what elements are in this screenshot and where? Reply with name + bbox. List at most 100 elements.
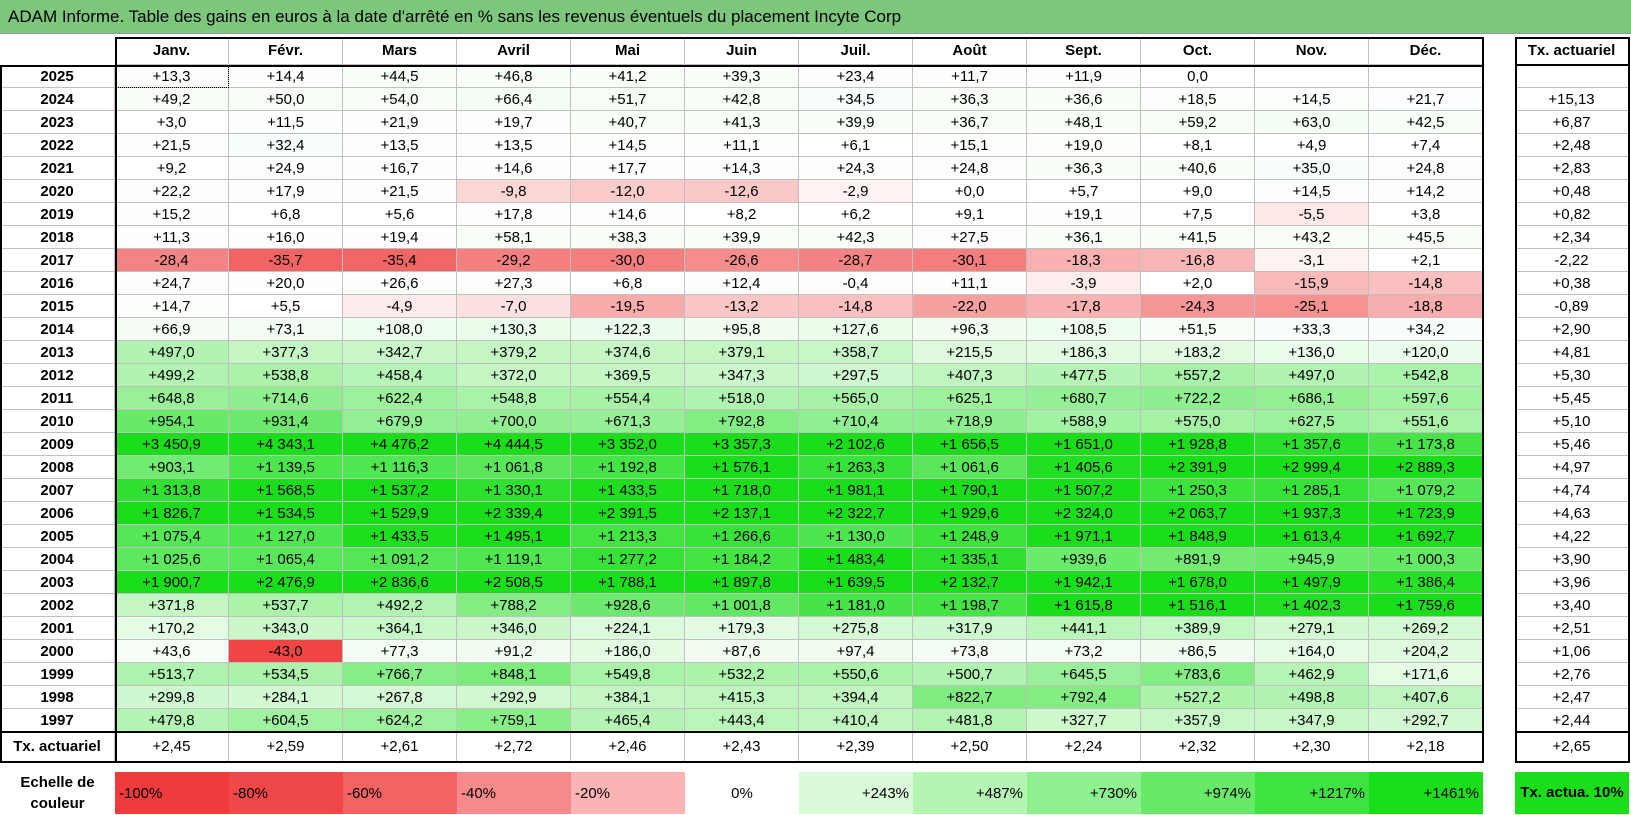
gain-cell-2013-1: +497,0 [115, 341, 229, 364]
gain-cell-2001-9: +441,1 [1027, 617, 1141, 640]
gain-cell-2020-3: +21,5 [343, 180, 457, 203]
footer-rate-4: +2,72 [457, 732, 571, 762]
gain-cell-2008-8: +1 061,6 [913, 456, 1027, 479]
gain-cell-2001-5: +224,1 [571, 617, 685, 640]
gain-cell-2021-11: +35,0 [1255, 157, 1369, 180]
gain-cell-2016-4: +27,3 [457, 272, 571, 295]
gain-cell-2011-5: +554,4 [571, 387, 685, 410]
gain-cell-2001-1: +170,2 [115, 617, 229, 640]
gain-cell-2022-11: +4,9 [1255, 134, 1369, 157]
footer-rate-5: +2,46 [571, 732, 685, 762]
rate-cell-2014: +2,90 [1515, 318, 1629, 341]
gain-cell-2008-6: +1 576,1 [685, 456, 799, 479]
gain-cell-2005-4: +1 495,1 [457, 525, 571, 548]
gain-cell-2004-11: +945,9 [1255, 548, 1369, 571]
gain-cell-2019-2: +6,8 [229, 203, 343, 226]
gain-cell-2010-1: +954,1 [115, 410, 229, 433]
gain-cell-2019-5: +14,6 [571, 203, 685, 226]
gain-cell-2000-7: +97,4 [799, 640, 913, 663]
gain-cell-2014-7: +127,6 [799, 318, 913, 341]
year-label-2022: 2022 [0, 134, 115, 157]
gain-cell-2020-7: -2,9 [799, 180, 913, 203]
gain-cell-2023-6: +41,3 [685, 111, 799, 134]
legend-swatch-10: +974% [1141, 772, 1255, 814]
gain-cell-1998-7: +394,4 [799, 686, 913, 709]
gain-cell-2006-3: +1 529,9 [343, 502, 457, 525]
gain-cell-2015-8: -22,0 [913, 295, 1027, 318]
gain-cell-2021-12: +24,8 [1369, 157, 1483, 180]
gain-cell-2023-8: +36,7 [913, 111, 1027, 134]
gain-cell-2025-9: +11,9 [1027, 65, 1141, 88]
month-header-2: Févr. [229, 37, 343, 65]
gain-cell-2021-6: +14,3 [685, 157, 799, 180]
gain-cell-2011-9: +680,7 [1027, 387, 1141, 410]
gain-cell-2006-2: +1 534,5 [229, 502, 343, 525]
gain-cell-2007-1: +1 313,8 [115, 479, 229, 502]
gain-cell-2003-2: +2 476,9 [229, 571, 343, 594]
gain-cell-2024-6: +42,8 [685, 88, 799, 111]
gain-cell-2023-3: +21,9 [343, 111, 457, 134]
gain-cell-2015-9: -17,8 [1027, 295, 1141, 318]
gain-cell-2022-5: +14,5 [571, 134, 685, 157]
gain-cell-2003-10: +1 678,0 [1141, 571, 1255, 594]
year-label-2018: 2018 [0, 226, 115, 249]
year-label-2011: 2011 [0, 387, 115, 410]
year-label-2000: 2000 [0, 640, 115, 663]
gain-cell-2023-11: +63,0 [1255, 111, 1369, 134]
gain-cell-2002-6: +1 001,8 [685, 594, 799, 617]
gain-cell-2024-7: +34,5 [799, 88, 913, 111]
gain-cell-1997-5: +465,4 [571, 709, 685, 732]
gain-cell-2001-6: +179,3 [685, 617, 799, 640]
gain-cell-2009-1: +3 450,9 [115, 433, 229, 456]
gain-cell-1999-6: +532,2 [685, 663, 799, 686]
year-label-2015: 2015 [0, 295, 115, 318]
gain-cell-1998-5: +384,1 [571, 686, 685, 709]
gain-cell-2005-10: +1 848,9 [1141, 525, 1255, 548]
gain-cell-2018-7: +42,3 [799, 226, 913, 249]
gain-cell-2013-11: +136,0 [1255, 341, 1369, 364]
rate-cell-2004: +3,90 [1515, 548, 1629, 571]
gain-cell-2014-12: +34,2 [1369, 318, 1483, 341]
gain-cell-2018-3: +19,4 [343, 226, 457, 249]
gain-cell-2024-10: +18,5 [1141, 88, 1255, 111]
gain-cell-2000-11: +164,0 [1255, 640, 1369, 663]
gain-cell-2010-5: +671,3 [571, 410, 685, 433]
gain-cell-2013-5: +374,6 [571, 341, 685, 364]
footer-rate-9: +2,24 [1027, 732, 1141, 762]
gain-cell-1998-3: +267,8 [343, 686, 457, 709]
gain-cell-2010-7: +710,4 [799, 410, 913, 433]
year-label-2001: 2001 [0, 617, 115, 640]
gain-cell-2024-12: +21,7 [1369, 88, 1483, 111]
gain-cell-2004-3: +1 091,2 [343, 548, 457, 571]
gain-cell-2016-7: -0,4 [799, 272, 913, 295]
gain-cell-2012-11: +497,0 [1255, 364, 1369, 387]
gain-cell-2024-2: +50,0 [229, 88, 343, 111]
gain-cell-2014-2: +73,1 [229, 318, 343, 341]
gain-cell-1999-1: +513,7 [115, 663, 229, 686]
gain-cell-2021-2: +24,9 [229, 157, 343, 180]
gain-cell-2021-10: +40,6 [1141, 157, 1255, 180]
gain-cell-2013-2: +377,3 [229, 341, 343, 364]
gain-cell-2009-4: +4 444,5 [457, 433, 571, 456]
gain-cell-2021-9: +36,3 [1027, 157, 1141, 180]
gain-cell-2014-11: +33,3 [1255, 318, 1369, 341]
gain-cell-2012-10: +557,2 [1141, 364, 1255, 387]
gain-cell-2016-5: +6,8 [571, 272, 685, 295]
gain-cell-2010-12: +551,6 [1369, 410, 1483, 433]
gain-cell-2016-6: +12,4 [685, 272, 799, 295]
gain-cell-2003-6: +1 897,8 [685, 571, 799, 594]
gain-cell-2004-5: +1 277,2 [571, 548, 685, 571]
gain-cell-2006-11: +1 937,3 [1255, 502, 1369, 525]
gain-cell-2013-7: +358,7 [799, 341, 913, 364]
gain-cell-2016-11: -15,9 [1255, 272, 1369, 295]
gain-cell-2003-12: +1 386,4 [1369, 571, 1483, 594]
legend-title: Echelle de couleur [20, 774, 95, 812]
gain-cell-2017-2: -35,7 [229, 249, 343, 272]
gain-cell-2010-9: +588,9 [1027, 410, 1141, 433]
month-header-7: Juil. [799, 37, 913, 65]
gain-cell-2002-12: +1 759,6 [1369, 594, 1483, 617]
gain-cell-2023-10: +59,2 [1141, 111, 1255, 134]
gain-cell-2008-4: +1 061,8 [457, 456, 571, 479]
gain-cell-1998-2: +284,1 [229, 686, 343, 709]
gain-cell-2022-7: +6,1 [799, 134, 913, 157]
